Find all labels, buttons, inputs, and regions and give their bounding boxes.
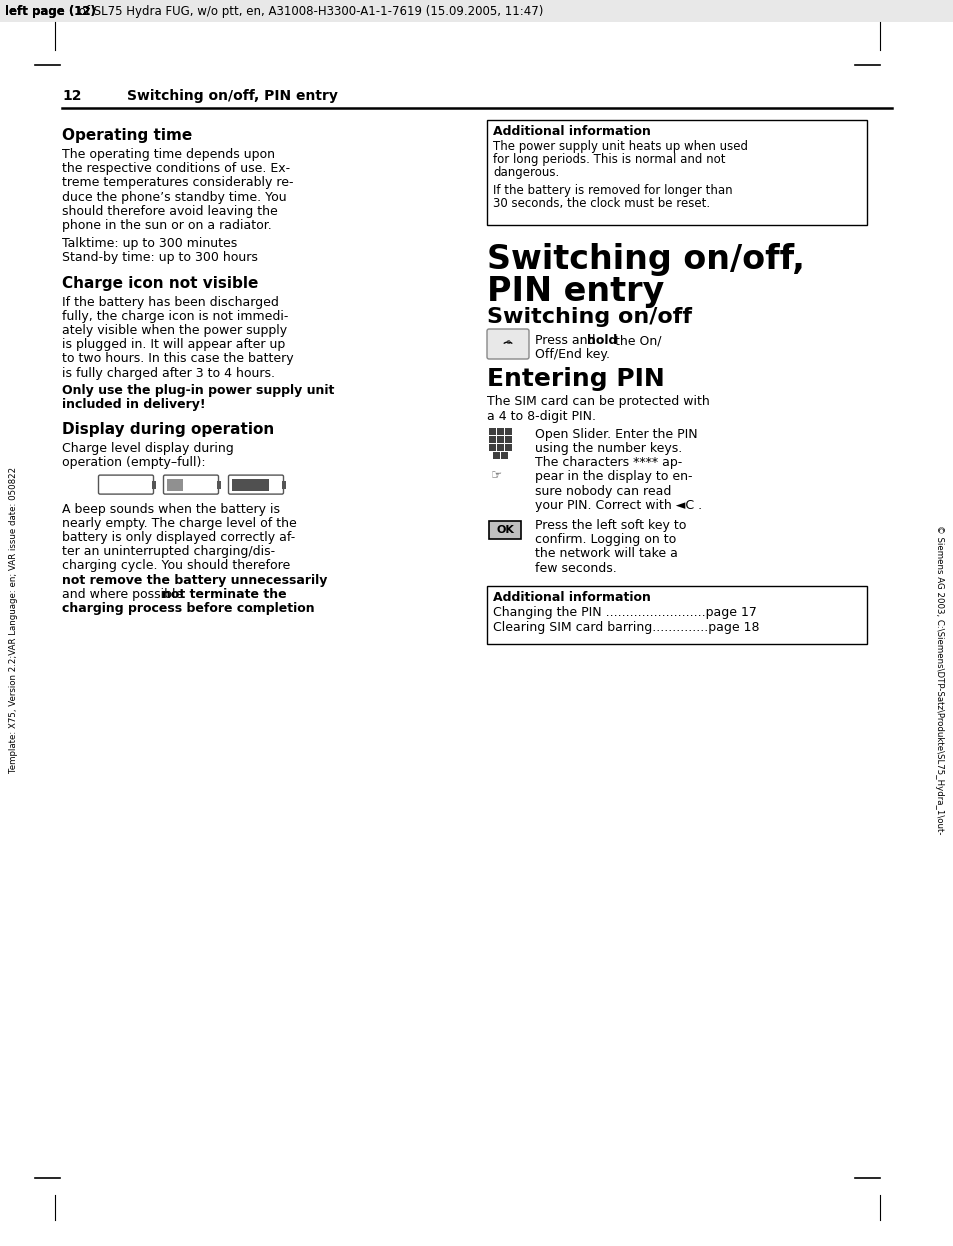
Bar <box>167 478 183 491</box>
Text: not terminate the: not terminate the <box>162 588 286 601</box>
Text: ☞: ☞ <box>491 468 501 482</box>
Text: fully, the charge icon is not immedi-: fully, the charge icon is not immedi- <box>62 310 288 323</box>
Bar <box>489 444 496 451</box>
Text: ◦: ◦ <box>504 338 511 350</box>
Text: The characters **** ap-: The characters **** ap- <box>535 456 681 470</box>
Text: The SIM card can be protected with: The SIM card can be protected with <box>486 395 709 409</box>
Text: charging cycle. You should therefore: charging cycle. You should therefore <box>62 559 290 572</box>
Bar <box>497 436 503 442</box>
Text: If the battery is removed for longer than: If the battery is removed for longer tha… <box>493 184 732 197</box>
Bar <box>504 436 512 442</box>
Text: Press the left soft key to: Press the left soft key to <box>535 520 685 532</box>
Text: of SL75 Hydra FUG, w/o ptt, en, A31008-H3300-A1-1-7619 (15.09.2005, 11:47): of SL75 Hydra FUG, w/o ptt, en, A31008-H… <box>75 5 543 17</box>
Text: your PIN. Correct with ◄C .: your PIN. Correct with ◄C . <box>535 498 701 512</box>
Text: nearly empty. The charge level of the: nearly empty. The charge level of the <box>62 517 296 530</box>
Text: treme temperatures considerably re-: treme temperatures considerably re- <box>62 177 294 189</box>
Text: is fully charged after 3 to 4 hours.: is fully charged after 3 to 4 hours. <box>62 366 274 380</box>
Text: Display during operation: Display during operation <box>62 422 274 437</box>
Text: for long periods. This is normal and not: for long periods. This is normal and not <box>493 153 724 166</box>
Text: Open Slider. Enter the PIN: Open Slider. Enter the PIN <box>535 427 697 441</box>
Text: 30 seconds, the clock must be reset.: 30 seconds, the clock must be reset. <box>493 197 709 211</box>
Bar <box>489 436 496 442</box>
Text: Additional information: Additional information <box>493 125 650 138</box>
Bar <box>216 481 221 488</box>
Text: the network will take a: the network will take a <box>535 547 678 561</box>
Text: Entering PIN: Entering PIN <box>486 368 664 391</box>
Text: left page (12): left page (12) <box>5 5 95 17</box>
Text: using the number keys.: using the number keys. <box>535 442 681 455</box>
Text: included in delivery!: included in delivery! <box>62 397 206 411</box>
Text: pear in the display to en-: pear in the display to en- <box>535 471 692 483</box>
Text: 12: 12 <box>62 88 81 103</box>
Bar <box>486 586 866 644</box>
Bar <box>489 427 496 435</box>
Text: is plugged in. It will appear after up: is plugged in. It will appear after up <box>62 338 285 351</box>
Text: battery is only displayed correctly af-: battery is only displayed correctly af- <box>62 531 294 545</box>
Text: PIN entry: PIN entry <box>486 275 663 308</box>
Text: left page (12): left page (12) <box>5 5 95 17</box>
Text: Template: X75, Version 2.2;VAR Language: en; VAR issue date: 050822: Template: X75, Version 2.2;VAR Language:… <box>10 467 18 773</box>
Text: Stand-by time: up to 300 hours: Stand-by time: up to 300 hours <box>62 252 257 264</box>
Text: Additional information: Additional information <box>493 591 650 604</box>
Text: should therefore avoid leaving the: should therefore avoid leaving the <box>62 204 277 218</box>
Text: duce the phone’s standby time. You: duce the phone’s standby time. You <box>62 191 286 203</box>
Text: few seconds.: few seconds. <box>535 562 616 574</box>
FancyBboxPatch shape <box>486 329 529 359</box>
Text: Switching on/off,: Switching on/off, <box>486 243 804 277</box>
Text: Changing the PIN .........................page 17: Changing the PIN .......................… <box>493 606 756 619</box>
Text: Press and: Press and <box>535 334 598 346</box>
Text: dangerous.: dangerous. <box>493 166 558 179</box>
Text: phone in the sun or on a radiator.: phone in the sun or on a radiator. <box>62 219 272 232</box>
Text: .: . <box>249 602 253 616</box>
Text: hold: hold <box>587 334 618 346</box>
Text: The power supply unit heats up when used: The power supply unit heats up when used <box>493 140 747 153</box>
Text: a 4 to 8-digit PIN.: a 4 to 8-digit PIN. <box>486 410 596 422</box>
Bar <box>497 444 503 451</box>
Text: Only use the plug-in power supply unit: Only use the plug-in power supply unit <box>62 384 334 396</box>
Text: the On/: the On/ <box>610 334 660 346</box>
Bar <box>500 452 507 459</box>
Text: confirm. Logging on to: confirm. Logging on to <box>535 533 676 546</box>
Text: © Siemens AG 2003, C:\Siemens\DTP-Satz\Produkte\SL75_Hydra_1\out-: © Siemens AG 2003, C:\Siemens\DTP-Satz\P… <box>935 526 943 835</box>
Text: Charge icon not visible: Charge icon not visible <box>62 275 258 290</box>
Text: charging process before completion: charging process before completion <box>62 602 314 616</box>
Text: ately visible when the power supply: ately visible when the power supply <box>62 324 287 336</box>
Bar <box>489 521 520 540</box>
Text: A beep sounds when the battery is: A beep sounds when the battery is <box>62 502 280 516</box>
Text: the respective conditions of use. Ex-: the respective conditions of use. Ex- <box>62 162 290 176</box>
Text: Operating time: Operating time <box>62 128 193 143</box>
Text: Switching on/off, PIN entry: Switching on/off, PIN entry <box>127 88 337 103</box>
Bar <box>152 481 156 488</box>
Text: OK: OK <box>496 525 514 535</box>
Text: and where possible: and where possible <box>62 588 187 601</box>
FancyBboxPatch shape <box>229 475 283 495</box>
Text: ter an uninterrupted charging/dis-: ter an uninterrupted charging/dis- <box>62 546 274 558</box>
Text: sure nobody can read: sure nobody can read <box>535 485 671 497</box>
Bar <box>504 444 512 451</box>
Text: not remove the battery unnecessarily: not remove the battery unnecessarily <box>62 573 327 587</box>
Text: Clearing SIM card barring..............page 18: Clearing SIM card barring..............p… <box>493 621 759 634</box>
FancyBboxPatch shape <box>163 475 218 495</box>
Text: left page (12) of SL75 Hydra FUG, w/o ptt, en, A31008-H3300-A1-1-7619 (15.09.200: left page (12) of SL75 Hydra FUG, w/o pt… <box>5 5 554 17</box>
Bar <box>282 481 286 488</box>
Text: Talktime: up to 300 minutes: Talktime: up to 300 minutes <box>62 237 237 250</box>
Bar <box>0 0 953 22</box>
Text: Off/End key.: Off/End key. <box>535 348 609 361</box>
Text: If the battery has been discharged: If the battery has been discharged <box>62 295 278 309</box>
FancyBboxPatch shape <box>98 475 153 495</box>
Text: Switching on/off: Switching on/off <box>486 307 691 326</box>
Text: Charge level display during: Charge level display during <box>62 442 233 455</box>
Text: operation (empty–full):: operation (empty–full): <box>62 456 206 470</box>
Bar <box>486 120 866 226</box>
Bar <box>504 427 512 435</box>
Bar <box>232 478 269 491</box>
Text: The operating time depends upon: The operating time depends upon <box>62 148 274 161</box>
Bar <box>497 427 503 435</box>
Text: to two hours. In this case the battery: to two hours. In this case the battery <box>62 353 294 365</box>
Bar <box>493 452 499 459</box>
